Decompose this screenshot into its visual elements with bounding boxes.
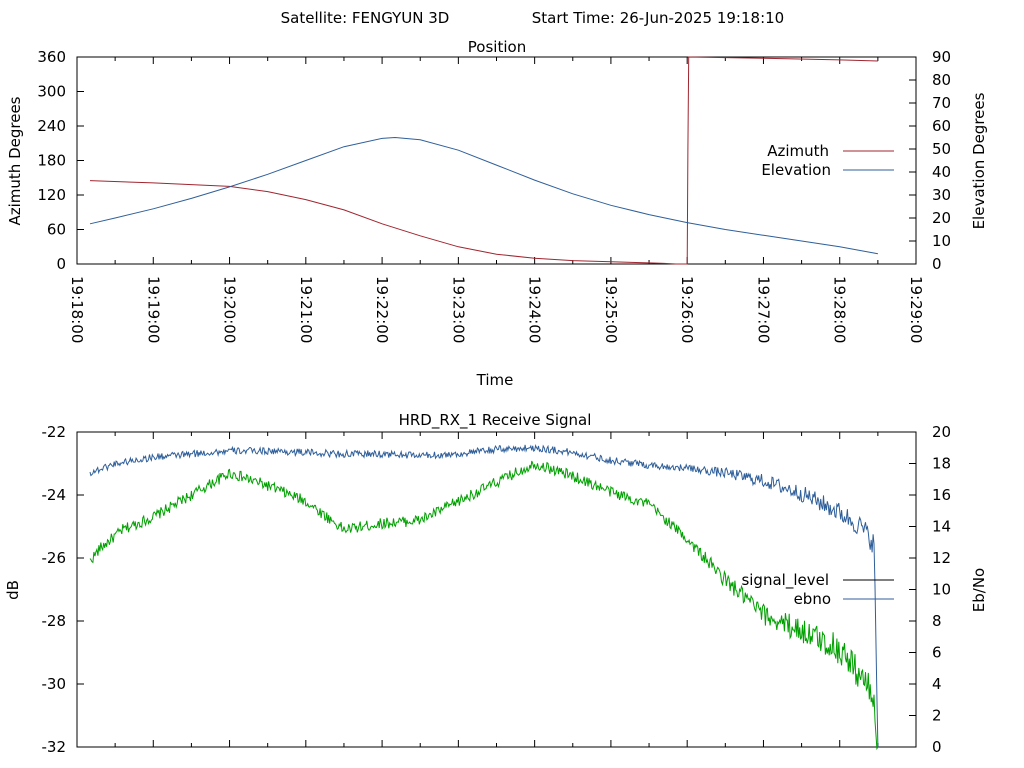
right-tick-label: 18 bbox=[932, 455, 951, 473]
start-time-label: Start Time: 26-Jun-2025 19:18:10 bbox=[532, 9, 784, 27]
left-tick-label: -28 bbox=[42, 612, 67, 630]
series-line-signal-level bbox=[89, 460, 879, 751]
series-line-elevation bbox=[89, 136, 878, 255]
right-tick-label: 0 bbox=[932, 738, 942, 756]
left-tick-label: 180 bbox=[37, 152, 66, 170]
left-tick-label: 360 bbox=[37, 48, 66, 66]
x-tick-label: 19:23:00 bbox=[449, 276, 467, 343]
position-chart-title: Position bbox=[468, 38, 526, 56]
right-tick-label: 60 bbox=[932, 117, 951, 135]
right-tick-label: 20 bbox=[932, 423, 951, 441]
left-tick-label: 240 bbox=[37, 117, 66, 135]
x-tick-label: 19:18:00 bbox=[68, 276, 86, 343]
right-tick-label: 4 bbox=[932, 675, 942, 693]
legend-label-signal-level: signal_level bbox=[741, 571, 829, 590]
left-tick-label: -24 bbox=[42, 486, 67, 504]
right-tick-label: 16 bbox=[932, 486, 951, 504]
right-tick-label: 10 bbox=[932, 581, 951, 599]
left-tick-label: 120 bbox=[37, 186, 66, 204]
signal-legend: signal_level ebno bbox=[741, 571, 894, 608]
azimuth-axis-label: Azimuth Degrees bbox=[6, 96, 24, 225]
right-tick-label: 14 bbox=[932, 518, 951, 536]
left-tick-label: -32 bbox=[42, 738, 67, 756]
right-tick-label: 90 bbox=[932, 48, 951, 66]
right-tick-label: 12 bbox=[932, 549, 951, 567]
right-tick-label: 8 bbox=[932, 612, 942, 630]
elevation-axis-label: Elevation Degrees bbox=[970, 92, 988, 229]
db-axis-label: dB bbox=[4, 580, 22, 600]
x-tick-label: 19:22:00 bbox=[373, 276, 391, 343]
x-tick-label: 19:27:00 bbox=[754, 276, 772, 343]
right-tick-label: 30 bbox=[932, 186, 951, 204]
left-tick-label: 300 bbox=[37, 83, 66, 101]
right-tick-label: 70 bbox=[932, 94, 951, 112]
position-chart: Position 0 60 120 180 240 300 360 0 10 20 30 40 50 60… bbox=[6, 38, 988, 389]
x-tick-label: 19:25:00 bbox=[602, 276, 620, 343]
series-line-ebno bbox=[89, 443, 879, 748]
legend-label-elevation: Elevation bbox=[761, 161, 831, 179]
satellite-label: Satellite: FENGYUN 3D bbox=[281, 9, 450, 27]
right-tick-label: 40 bbox=[932, 163, 951, 181]
right-tick-label: 80 bbox=[932, 71, 951, 89]
series-line-azimuth bbox=[89, 56, 878, 265]
x-tick-label: 19:19:00 bbox=[144, 276, 162, 343]
position-xlabel: Time bbox=[476, 371, 514, 389]
signal-plot-frame bbox=[76, 431, 917, 748]
right-tick-label: 50 bbox=[932, 140, 951, 158]
legend-label-azimuth: Azimuth bbox=[767, 142, 829, 160]
right-tick-label: 2 bbox=[932, 707, 942, 725]
signal-chart: HRD_RX_1 Receive Signal -32 -30 -28 -26 -24 -… bbox=[4, 411, 988, 756]
signal-chart-title: HRD_RX_1 Receive Signal bbox=[399, 411, 592, 430]
x-tick-label: 19:21:00 bbox=[297, 276, 315, 343]
left-tick-label: -30 bbox=[42, 675, 67, 693]
ebno-axis-label: Eb/No bbox=[970, 568, 988, 612]
x-tick-label: 19:24:00 bbox=[526, 276, 544, 343]
left-tick-label: 0 bbox=[56, 255, 66, 273]
x-tick-label: 19:28:00 bbox=[831, 276, 849, 343]
left-tick-label: -26 bbox=[42, 549, 67, 567]
left-tick-label: -22 bbox=[42, 423, 67, 441]
x-tick-label: 19:26:00 bbox=[678, 276, 696, 343]
position-legend: Azimuth Elevation bbox=[761, 142, 894, 179]
legend-label-ebno: ebno bbox=[794, 590, 831, 608]
x-tick-label: 19:20:00 bbox=[221, 276, 239, 343]
right-tick-label: 6 bbox=[932, 644, 942, 662]
right-tick-label: 20 bbox=[932, 209, 951, 227]
x-tick-label: 19:29:00 bbox=[907, 276, 925, 343]
right-tick-label: 10 bbox=[932, 232, 951, 250]
right-tick-label: 0 bbox=[932, 255, 942, 273]
left-tick-label: 60 bbox=[47, 221, 66, 239]
